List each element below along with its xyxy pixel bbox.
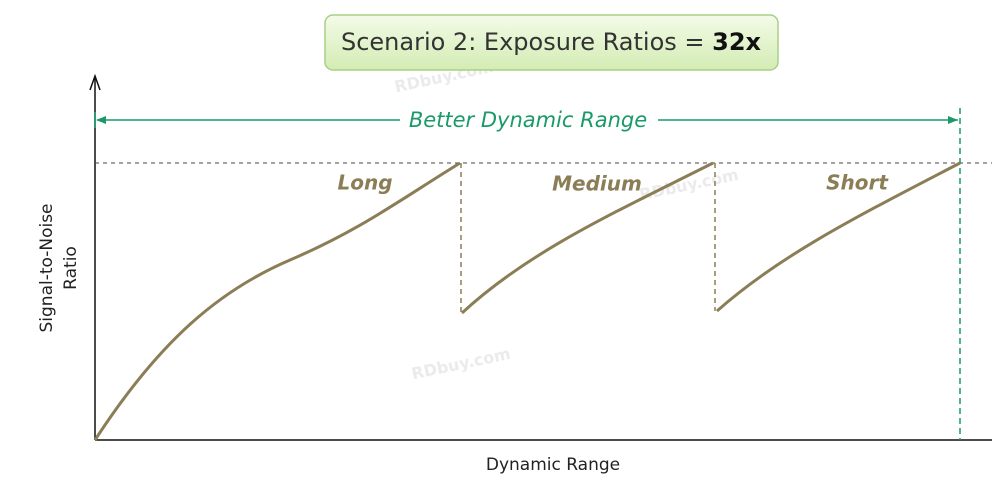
y-axis-label: Ratio — [61, 246, 81, 290]
curve-label: Medium — [552, 172, 642, 196]
y-axis-arrow — [89, 73, 101, 91]
watermark: RDbuy.com — [638, 165, 740, 205]
title-box — [324, 14, 779, 71]
short-curve — [716, 161, 961, 313]
long-curve — [93, 161, 461, 441]
arrow-head — [96, 116, 106, 124]
range-label: Better Dynamic Range — [409, 108, 647, 132]
title-text: Scenario 2: Exposure Ratios = — [341, 28, 712, 56]
watermark: RDbuy.com — [410, 344, 512, 384]
x-axis-label: Dynamic Range — [486, 455, 620, 475]
y-axis-label: Signal-to-Noise — [37, 203, 57, 332]
curve-label: Long — [337, 171, 392, 195]
curve-label: Short — [826, 171, 889, 195]
title-emphasis: 32x — [712, 28, 761, 56]
title: Scenario 2: Exposure Ratios = 32x — [341, 28, 762, 56]
medium-curve — [460, 161, 714, 315]
arrow-head — [948, 116, 958, 124]
